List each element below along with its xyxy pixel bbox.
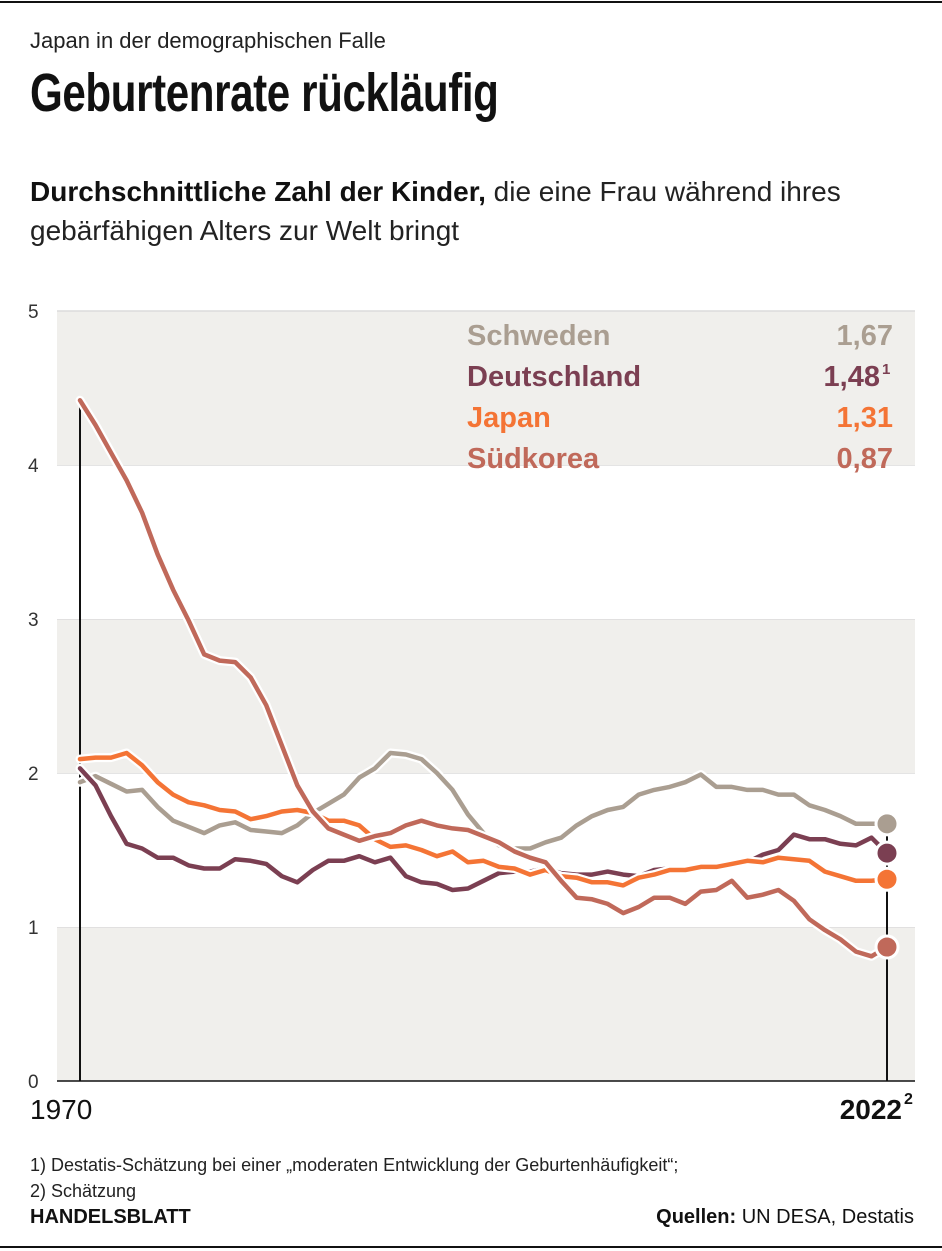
y-tick-label: 0 [28, 1072, 39, 1093]
legend-label-schweden: Schweden [467, 320, 610, 352]
x-tick-label-end: 2022 [840, 1094, 902, 1125]
subtitle-bold: Durchschnittliche Zahl der Kinder, [30, 176, 486, 207]
legend-value-schweden: 1,67 [837, 320, 893, 352]
end-dot-schweden [874, 811, 900, 837]
y-tick-label: 1 [28, 918, 39, 939]
x-tick-label-start: 1970 [30, 1094, 92, 1125]
top-rule [0, 1, 942, 3]
footnote-2: 2) Schätzung [30, 1181, 137, 1201]
legend-value-japan: 1,31 [837, 402, 893, 434]
legend-label-deutschland: Deutschland [467, 361, 641, 393]
y-tick-label: 2 [28, 764, 39, 785]
y-tick-label: 5 [28, 302, 39, 323]
y-tick-label: 3 [28, 610, 39, 631]
series-line-japan [77, 750, 890, 888]
grid-band [57, 311, 915, 465]
series-line-suedkorea [77, 398, 890, 959]
y-tick-label: 4 [28, 456, 39, 477]
end-dot-japan [874, 866, 900, 892]
brand-logo: HANDELSBLATT [30, 1206, 191, 1228]
source-label: Quellen: [656, 1206, 737, 1228]
grid-band [57, 619, 915, 773]
chart-title: Geburtenrate rückläufig [30, 63, 499, 123]
legend-value-suedkorea: 0,87 [837, 443, 893, 475]
legend-label-japan: Japan [467, 402, 551, 434]
legend-value-deutschland: 1,48 [824, 361, 880, 393]
subtitle-rest: die eine Frau während ihres gebärfähigen… [30, 176, 841, 246]
source-text: UN DESA, Destatis [736, 1206, 914, 1228]
grid-band [57, 465, 915, 619]
legend-footnote-mark: 1 [882, 361, 890, 378]
legend-label-suedkorea: Südkorea [467, 443, 600, 475]
footnote-1: 1) Destatis-Schätzung bei einer „moderat… [30, 1155, 679, 1175]
grid-band [57, 927, 915, 1081]
end-dot-suedkorea [874, 934, 900, 960]
source: Quellen: UN DESA, Destatis [656, 1206, 914, 1229]
kicker: Japan in der demographischen Falle [30, 28, 386, 53]
end-dot-deutschland [874, 840, 900, 866]
x-tick-footnote-mark: 2 [904, 1091, 913, 1108]
chart-subtitle: Durchschnittliche Zahl der Kinder, die e… [30, 172, 940, 250]
bottom-rule [0, 1246, 942, 1248]
